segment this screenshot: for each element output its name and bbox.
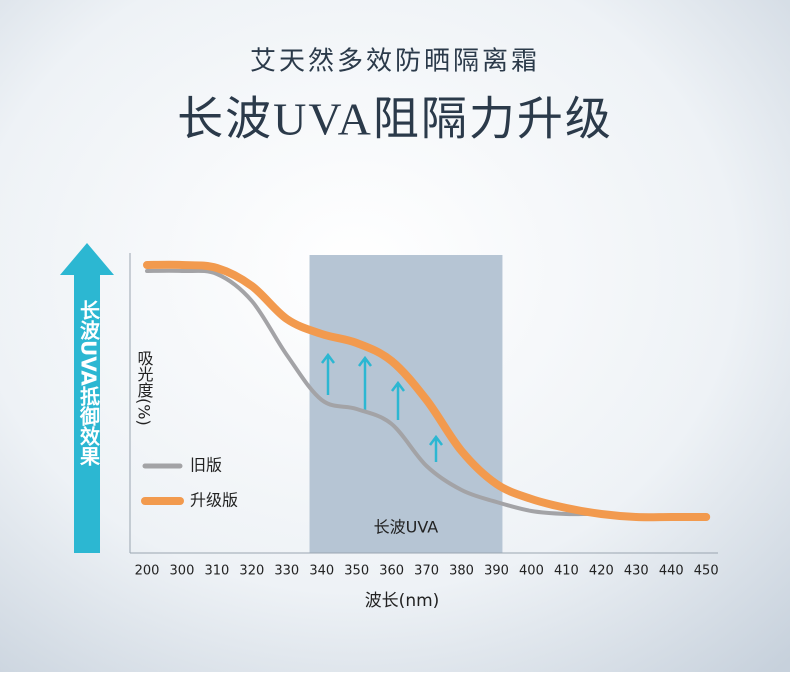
x-tick-label: 200 xyxy=(135,564,160,579)
band-group xyxy=(309,255,503,553)
legend-label: 旧版 xyxy=(190,456,222,475)
y-label: 吸光度(%) xyxy=(135,350,154,426)
band-label: 长波UVA xyxy=(374,518,439,537)
axis-arrow xyxy=(60,243,114,553)
arrow-label: 长波UVA抵御效果 xyxy=(77,300,101,467)
x-tick-label: 410 xyxy=(554,564,579,579)
uva-arrows xyxy=(321,352,443,462)
x-tick-label: 420 xyxy=(589,564,614,579)
title: 艾天然多效防晒隔离霜 xyxy=(250,47,540,77)
x-tick-label: 330 xyxy=(274,564,299,579)
series-line xyxy=(143,260,711,522)
x-tick-label: 320 xyxy=(239,564,264,579)
legend-label: 升级版 xyxy=(190,491,238,510)
x-tick-label: 450 xyxy=(694,564,719,579)
uva-band xyxy=(309,255,503,553)
x-tick-label: 400 xyxy=(519,564,544,579)
x-tick-label: 380 xyxy=(449,564,474,579)
subtitle: 长波UVA阻隔力升级 xyxy=(177,94,613,145)
x-tick-label: 350 xyxy=(344,564,369,579)
x-tick-label: 440 xyxy=(659,564,684,579)
x-tick-label: 430 xyxy=(624,564,649,579)
x-tick-label: 360 xyxy=(379,564,404,579)
x-tick-label: 310 xyxy=(204,564,229,579)
x-tick-label: 370 xyxy=(414,564,439,579)
x-tick-label: 300 xyxy=(170,564,195,579)
x-tick-label: 390 xyxy=(484,564,509,579)
x-label: 波长(nm) xyxy=(365,591,440,611)
x-tick-label: 340 xyxy=(309,564,334,579)
